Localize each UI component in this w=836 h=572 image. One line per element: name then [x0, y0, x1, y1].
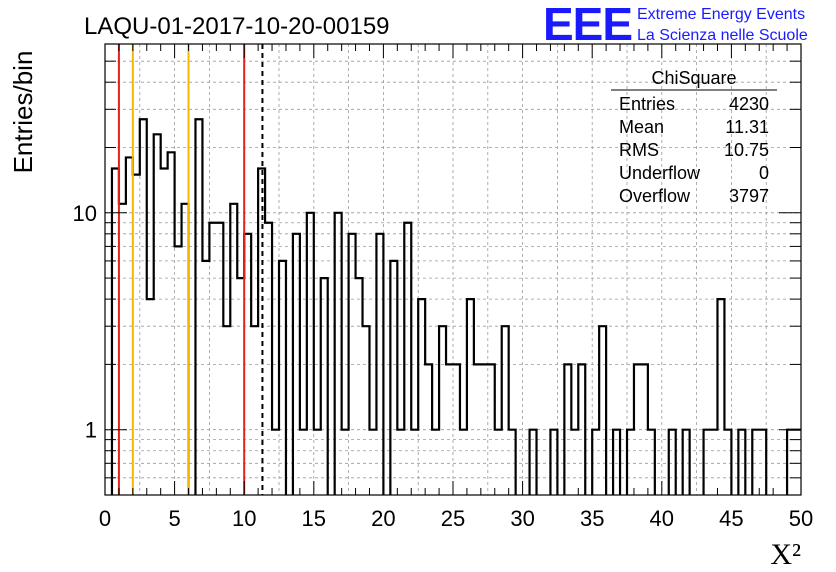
x-tick-label: 0: [99, 506, 111, 531]
x-tick-label: 10: [232, 506, 256, 531]
logo-mark: EEE: [543, 0, 632, 50]
x-tick-label: 15: [302, 506, 326, 531]
eee-logo: EEE Extreme Energy Events La Scienza nel…: [543, 0, 808, 50]
chart-title: LAQU-01-2017-10-20-00159: [84, 13, 390, 40]
stats-row-value: 10.75: [724, 140, 769, 160]
stats-row-value: 11.31: [725, 117, 769, 137]
y-tick-label: 1: [85, 418, 97, 443]
x-tick-label: 40: [650, 506, 674, 531]
stats-row-label: Underflow: [619, 163, 701, 183]
x-axis-label: X²: [770, 538, 801, 571]
stats-row-label: Mean: [619, 117, 664, 137]
logo-line-2: La Scienza nelle Scuole: [637, 27, 808, 44]
x-tick-label: 25: [441, 506, 465, 531]
histogram-layer: [110, 118, 801, 495]
y-axis-label: Entries/bin: [8, 51, 38, 174]
stats-row-label: Overflow: [619, 186, 691, 206]
x-tick-label: 30: [510, 506, 534, 531]
stats-row-label: Entries: [619, 94, 675, 114]
stats-row-label: RMS: [619, 140, 659, 160]
x-tick-label: 20: [371, 506, 395, 531]
stats-row-value: 0: [759, 163, 769, 183]
x-tick-label: 45: [719, 506, 743, 531]
stats-rows: Entries 4230 Mean 11.31 RMS 10.75 Underflow 0 Ov…: [619, 94, 769, 206]
stats-row-value: 4230: [729, 94, 769, 114]
axis-ticks-layer: 0 5 10 15 20 25 30 35 40 45 50 1 10: [73, 44, 813, 531]
x-tick-label: 35: [580, 506, 604, 531]
reference-lines-layer: [117, 44, 264, 495]
x-tick-label: 50: [789, 506, 813, 531]
histogram-series: [110, 118, 801, 495]
grid-layer: [105, 44, 801, 495]
stats-title: ChiSquare: [651, 68, 736, 88]
stats-row-value: 3797: [729, 186, 769, 206]
x-tick-label: 5: [168, 506, 180, 531]
y-tick-label: 10: [73, 201, 97, 226]
stats-box: ChiSquare Entries 4230 Mean 11.31 RMS 10.75 Un…: [611, 68, 777, 206]
logo-line-1: Extreme Energy Events: [637, 6, 805, 23]
